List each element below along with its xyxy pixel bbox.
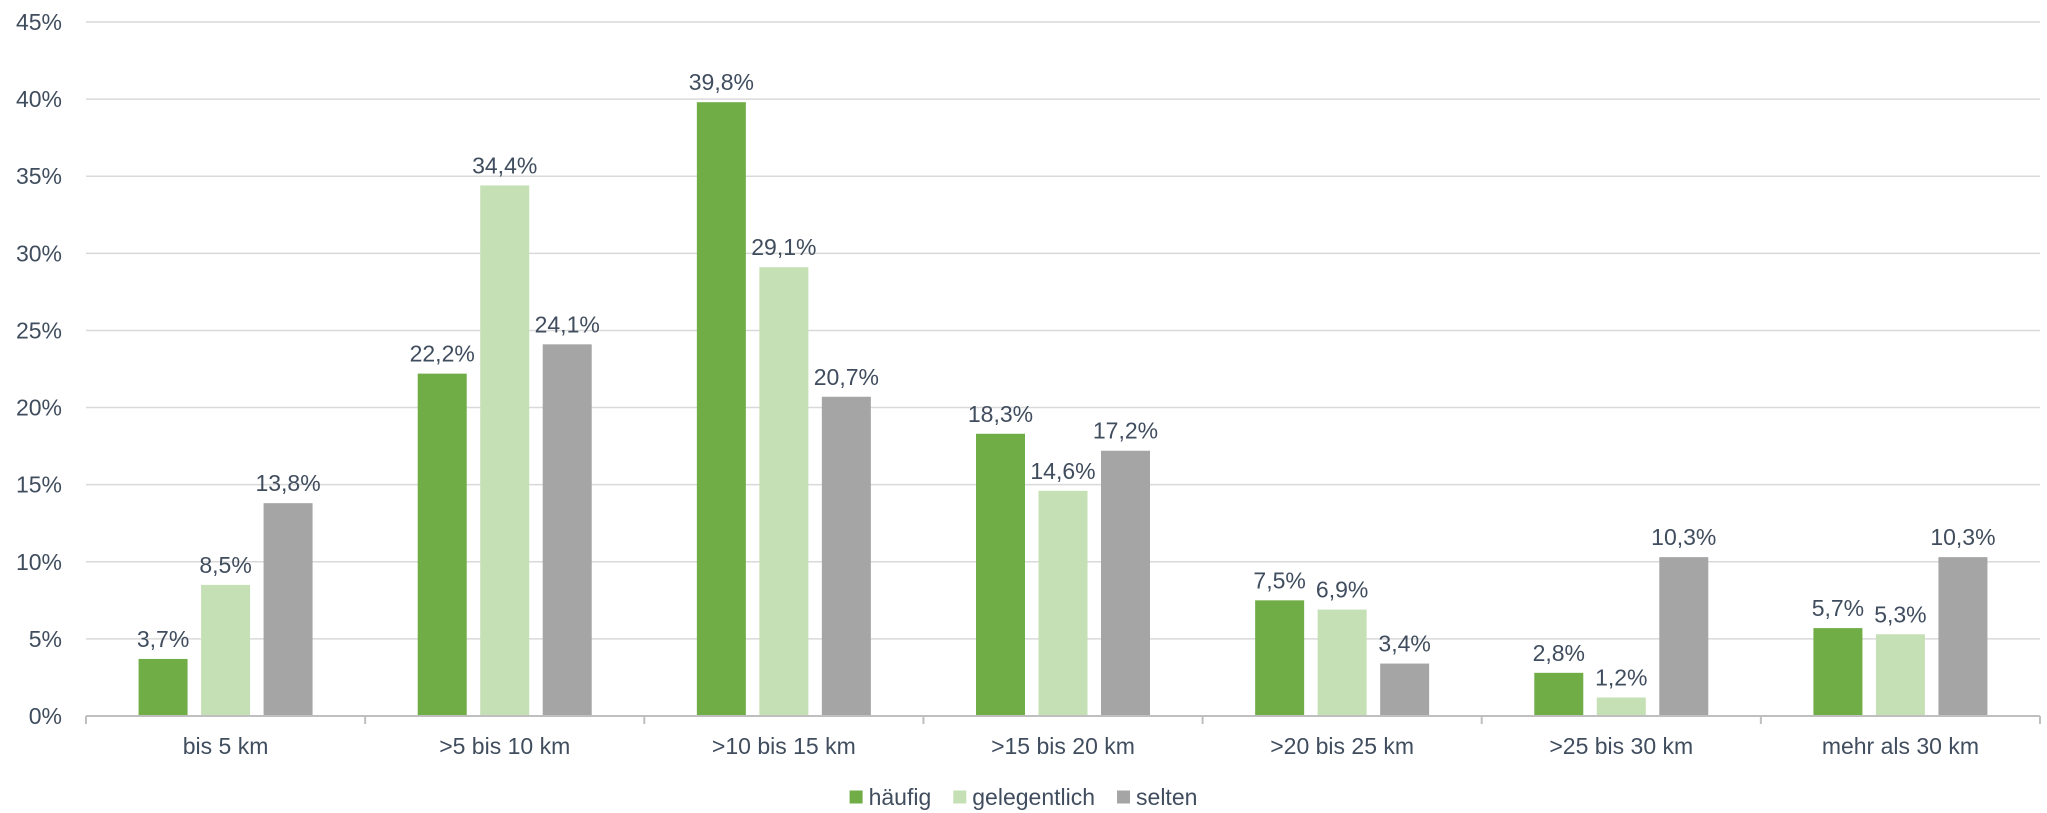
data-label: 24,1% (535, 311, 600, 337)
data-label: 10,3% (1651, 524, 1716, 550)
legend-label: selten (1136, 784, 1197, 810)
data-label: 10,3% (1930, 524, 1995, 550)
y-tick-label: 10% (16, 549, 62, 575)
data-label: 39,8% (689, 69, 754, 95)
bar (201, 584, 251, 716)
data-label: 5,7% (1812, 595, 1864, 621)
legend-swatch (953, 790, 967, 804)
bar (1255, 600, 1305, 716)
bar (821, 396, 871, 716)
bar (480, 185, 530, 716)
bar (542, 344, 592, 716)
x-category-label: >15 bis 20 km (991, 733, 1135, 759)
bar (263, 503, 313, 716)
data-label: 20,7% (814, 364, 879, 390)
y-tick-label: 45% (16, 9, 62, 35)
bar (1534, 672, 1584, 716)
y-tick-label: 0% (29, 703, 62, 729)
x-category-label: >10 bis 15 km (712, 733, 856, 759)
x-category-label: >5 bis 10 km (439, 733, 570, 759)
legend-swatch (1117, 790, 1131, 804)
bar (1380, 663, 1430, 716)
data-label: 18,3% (968, 401, 1033, 427)
bar (1938, 557, 1988, 716)
bar (976, 433, 1025, 716)
bar (696, 102, 746, 716)
y-tick-label: 5% (29, 626, 62, 652)
bar (1317, 609, 1367, 716)
data-label: 8,5% (199, 552, 251, 578)
y-tick-label: 35% (16, 163, 62, 189)
bar (1038, 490, 1088, 716)
legend-label: häufig (869, 784, 932, 810)
bar (1596, 697, 1646, 716)
legend[interactable]: häufig gelegentlich selten (849, 784, 1198, 810)
data-labels: 3,7% 8,5% 13,8% 22,2% 34,4% 24,1% 39,8% 29,1% 20… (137, 69, 1996, 690)
y-axis-tick-labels: 0% 5% 10% 15% 20% 25% 30% 35% 40% 45% (16, 9, 62, 729)
data-label: 22,2% (410, 341, 475, 367)
data-label: 13,8% (255, 470, 320, 496)
data-label: 17,2% (1093, 418, 1158, 444)
data-label: 7,5% (1253, 567, 1305, 593)
data-label: 5,3% (1874, 601, 1926, 627)
bar (759, 267, 809, 716)
data-label: 1,2% (1595, 664, 1647, 690)
y-tick-label: 25% (16, 317, 62, 343)
x-category-label: >20 bis 25 km (1270, 733, 1414, 759)
bar (1813, 628, 1863, 716)
x-category-label: mehr als 30 km (1822, 733, 1979, 759)
data-label: 14,6% (1030, 458, 1095, 484)
x-category-label: >25 bis 30 km (1549, 733, 1693, 759)
bars (138, 102, 1988, 716)
legend-label: gelegentlich (972, 784, 1095, 810)
y-tick-label: 40% (16, 86, 62, 112)
y-tick-label: 30% (16, 240, 62, 266)
x-category-label: bis 5 km (183, 733, 269, 759)
y-tick-label: 20% (16, 395, 62, 421)
data-label: 6,9% (1316, 577, 1368, 603)
data-label: 3,7% (137, 626, 189, 652)
data-label: 29,1% (751, 234, 816, 260)
data-label: 34,4% (472, 152, 537, 178)
bar (1101, 450, 1150, 716)
y-tick-label: 15% (16, 472, 62, 498)
bar (1875, 634, 1925, 716)
bar (1659, 557, 1709, 716)
x-axis: bis 5 km >5 bis 10 km >10 bis 15 km >15 bis… (85, 715, 2041, 759)
data-label: 2,8% (1533, 640, 1585, 666)
data-label: 3,4% (1378, 631, 1430, 657)
legend-swatch (849, 790, 863, 804)
bar (417, 373, 467, 716)
bar (138, 658, 188, 716)
gridlines (86, 21, 2040, 640)
